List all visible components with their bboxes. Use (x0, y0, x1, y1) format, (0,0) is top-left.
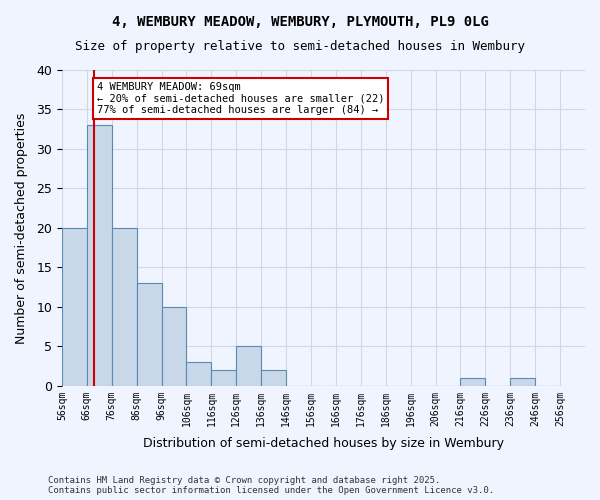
Bar (261, 370, 286, 386)
Text: Size of property relative to semi-detached houses in Wembury: Size of property relative to semi-detach… (75, 40, 525, 53)
Bar (87, 126, 112, 386)
Bar (236, 346, 261, 386)
Bar (137, 283, 161, 386)
Bar (510, 378, 535, 386)
Text: Contains HM Land Registry data © Crown copyright and database right 2025.
Contai: Contains HM Land Registry data © Crown c… (48, 476, 494, 495)
Bar (460, 378, 485, 386)
Text: 4 WEMBURY MEADOW: 69sqm
← 20% of semi-detached houses are smaller (22)
77% of se: 4 WEMBURY MEADOW: 69sqm ← 20% of semi-de… (97, 82, 385, 115)
Bar (161, 307, 187, 386)
Bar (211, 370, 236, 386)
Bar (187, 362, 211, 386)
Y-axis label: Number of semi-detached properties: Number of semi-detached properties (15, 112, 28, 344)
Text: 4, WEMBURY MEADOW, WEMBURY, PLYMOUTH, PL9 0LG: 4, WEMBURY MEADOW, WEMBURY, PLYMOUTH, PL… (112, 15, 488, 29)
Bar (112, 228, 137, 386)
Bar (62, 228, 87, 386)
X-axis label: Distribution of semi-detached houses by size in Wembury: Distribution of semi-detached houses by … (143, 437, 504, 450)
